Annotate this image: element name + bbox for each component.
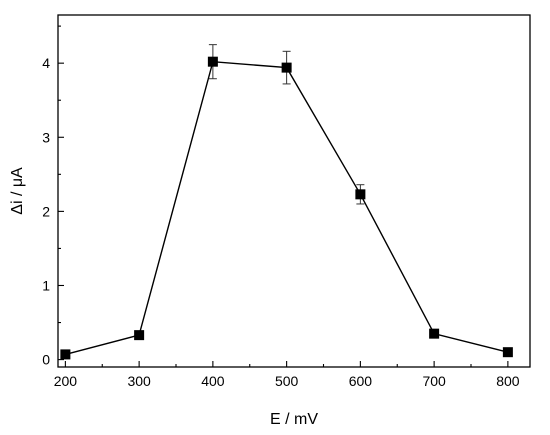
tick-labels: 200 300 400 500 600 700 800 0 1 2 3 4 — [42, 55, 520, 389]
x-tick-label: 800 — [496, 373, 520, 389]
data-point — [134, 330, 145, 341]
y-tick-label: 4 — [42, 55, 50, 71]
plot-frame — [57, 14, 531, 368]
series-line — [65, 60, 509, 356]
data-point — [207, 56, 218, 67]
data-point — [60, 349, 71, 360]
data-point — [355, 189, 366, 200]
data-point — [281, 62, 292, 73]
x-tick-label: 300 — [127, 373, 151, 389]
y-tick-label: 1 — [42, 277, 50, 293]
y-tick-label: 2 — [42, 203, 50, 219]
data-markers — [60, 56, 513, 360]
data-point — [429, 328, 440, 339]
x-tick-label: 500 — [275, 373, 299, 389]
y-tick-label: 0 — [42, 352, 50, 368]
ticks — [58, 25, 509, 367]
x-axis-title: E / mV — [270, 411, 318, 428]
data-point — [502, 347, 513, 358]
x-tick-label: 700 — [422, 373, 446, 389]
y-tick-label: 3 — [42, 129, 50, 145]
y-axis-title: Δi / μA — [9, 167, 26, 215]
x-tick-label: 600 — [349, 373, 373, 389]
x-tick-label: 400 — [201, 373, 225, 389]
x-tick-label: 200 — [54, 373, 78, 389]
